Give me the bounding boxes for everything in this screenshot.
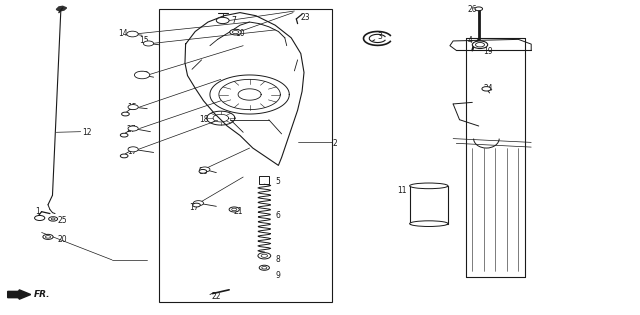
Text: 14: 14: [118, 29, 128, 37]
Text: 13: 13: [140, 71, 149, 80]
Bar: [410, 186, 448, 224]
Text: 9: 9: [275, 271, 280, 280]
Circle shape: [134, 71, 150, 79]
Circle shape: [35, 215, 45, 220]
Circle shape: [199, 169, 207, 173]
Circle shape: [472, 41, 488, 49]
Bar: [259, 176, 269, 184]
Circle shape: [49, 217, 58, 221]
Text: 6: 6: [275, 211, 280, 220]
Circle shape: [128, 126, 138, 131]
Text: 27: 27: [127, 125, 136, 134]
Circle shape: [122, 112, 129, 116]
Circle shape: [262, 266, 267, 269]
Text: 15: 15: [127, 103, 136, 112]
Text: 8: 8: [275, 255, 280, 264]
Polygon shape: [8, 290, 31, 299]
Text: 16: 16: [198, 167, 208, 176]
Circle shape: [128, 147, 138, 152]
Text: 11: 11: [397, 186, 406, 195]
Text: 20: 20: [58, 235, 67, 244]
Circle shape: [143, 41, 154, 46]
Circle shape: [120, 154, 128, 158]
Circle shape: [216, 17, 229, 24]
Circle shape: [259, 265, 269, 270]
Circle shape: [120, 133, 128, 137]
Text: 15: 15: [140, 37, 149, 45]
Text: 2: 2: [333, 139, 337, 148]
Polygon shape: [56, 6, 67, 11]
Ellipse shape: [410, 183, 448, 189]
Circle shape: [45, 236, 51, 238]
Text: 22: 22: [211, 292, 221, 301]
Bar: [159, 9, 332, 302]
Text: 19: 19: [483, 48, 493, 56]
Text: 23: 23: [301, 13, 310, 22]
Text: 18: 18: [200, 115, 209, 124]
Circle shape: [258, 253, 271, 259]
Circle shape: [230, 29, 241, 35]
Text: 4: 4: [467, 37, 472, 45]
Text: 26: 26: [467, 5, 477, 14]
Circle shape: [193, 201, 204, 206]
Text: 7: 7: [232, 16, 237, 25]
Text: FR.: FR.: [34, 290, 51, 299]
Text: 24: 24: [483, 84, 493, 93]
Circle shape: [229, 207, 239, 212]
Circle shape: [261, 254, 268, 257]
Circle shape: [476, 43, 484, 47]
Circle shape: [128, 105, 138, 110]
Circle shape: [475, 7, 483, 11]
Circle shape: [482, 87, 491, 91]
Text: 25: 25: [58, 216, 67, 225]
Circle shape: [193, 203, 200, 207]
Text: 17: 17: [189, 203, 198, 212]
Text: 5: 5: [275, 177, 280, 186]
Text: 1: 1: [35, 207, 40, 215]
Circle shape: [232, 31, 239, 34]
Text: 12: 12: [82, 128, 92, 137]
Circle shape: [127, 31, 138, 37]
Circle shape: [51, 218, 55, 220]
Text: 10: 10: [236, 29, 245, 37]
Ellipse shape: [410, 221, 448, 226]
Text: 17: 17: [127, 147, 136, 156]
Text: 3: 3: [378, 32, 383, 41]
Circle shape: [43, 234, 53, 239]
Circle shape: [232, 208, 237, 211]
Circle shape: [200, 167, 210, 172]
Text: 21: 21: [234, 207, 243, 215]
